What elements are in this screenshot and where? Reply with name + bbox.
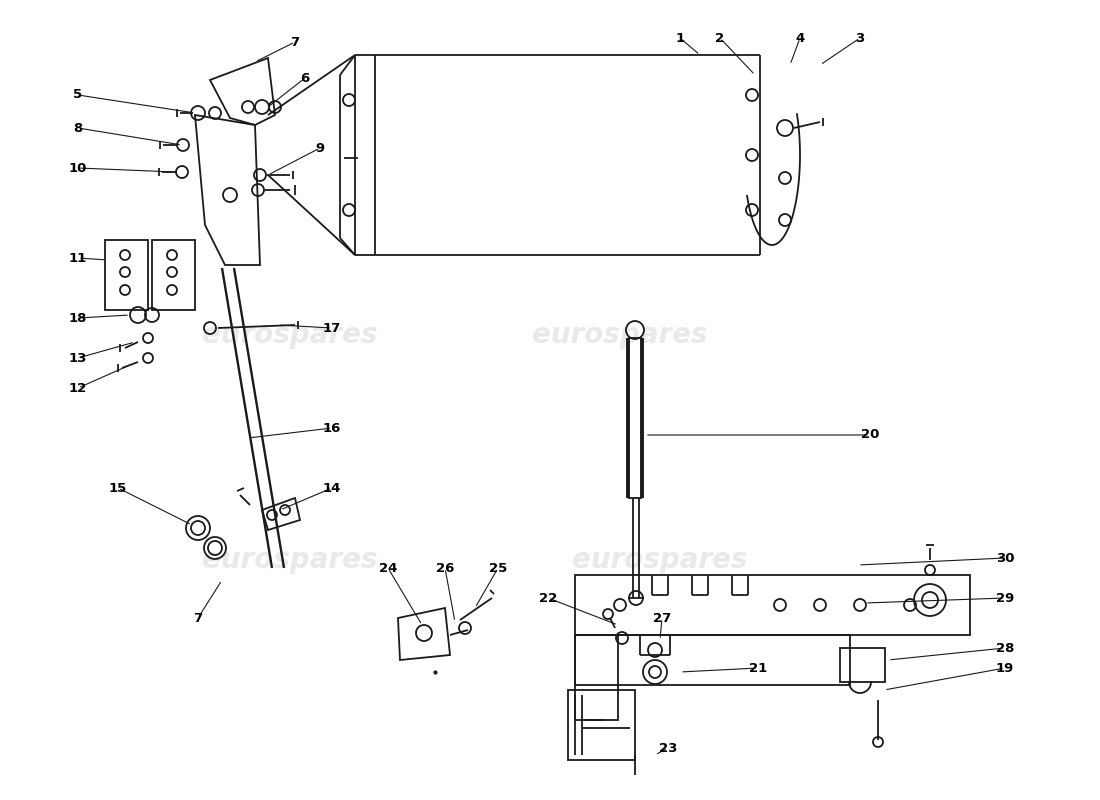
- Text: eurospares: eurospares: [572, 546, 748, 574]
- Text: 19: 19: [996, 662, 1014, 674]
- Text: 21: 21: [749, 662, 767, 674]
- Text: eurospares: eurospares: [202, 321, 377, 349]
- Text: 28: 28: [996, 642, 1014, 654]
- Text: 20: 20: [861, 429, 879, 442]
- Text: 6: 6: [300, 71, 309, 85]
- Text: 9: 9: [316, 142, 324, 154]
- Text: 4: 4: [795, 31, 804, 45]
- Text: 16: 16: [322, 422, 341, 434]
- Text: 18: 18: [69, 311, 87, 325]
- Text: 29: 29: [996, 591, 1014, 605]
- Text: 24: 24: [378, 562, 397, 574]
- Text: 7: 7: [290, 35, 299, 49]
- Text: 25: 25: [488, 562, 507, 574]
- Text: 12: 12: [69, 382, 87, 394]
- Text: 26: 26: [436, 562, 454, 574]
- Text: 2: 2: [715, 31, 725, 45]
- Text: 10: 10: [69, 162, 87, 174]
- Text: 11: 11: [69, 251, 87, 265]
- Text: 14: 14: [322, 482, 341, 494]
- Text: 5: 5: [74, 89, 82, 102]
- Text: eurospares: eurospares: [532, 321, 707, 349]
- Text: 1: 1: [675, 31, 684, 45]
- Text: 22: 22: [539, 591, 557, 605]
- Text: 7: 7: [194, 611, 202, 625]
- Text: 17: 17: [323, 322, 341, 334]
- Text: 3: 3: [856, 31, 865, 45]
- Text: 27: 27: [653, 611, 671, 625]
- Text: 23: 23: [659, 742, 678, 754]
- Text: 8: 8: [74, 122, 82, 134]
- Text: 15: 15: [109, 482, 128, 494]
- Text: 13: 13: [69, 351, 87, 365]
- Text: 30: 30: [996, 551, 1014, 565]
- Text: eurospares: eurospares: [202, 546, 377, 574]
